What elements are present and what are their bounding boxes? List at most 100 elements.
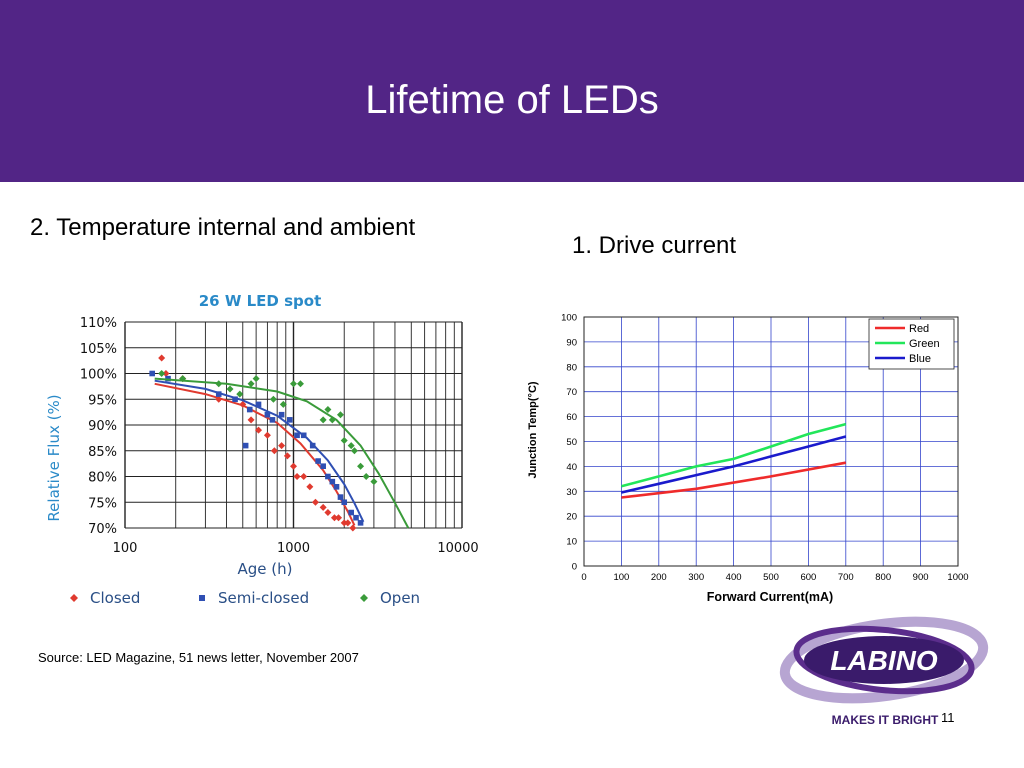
data-point-semi-closed [286,417,293,423]
data-point-open [269,395,277,403]
data-point-closed [283,452,291,460]
y-tick-label: 110% [80,316,117,331]
y-tick-label: 40 [566,462,577,473]
x-tick-label: 100 [113,541,138,556]
legend-marker [360,594,368,602]
fit-curve-open [154,377,410,529]
data-point-open [215,380,223,388]
x-tick-label: 800 [875,572,891,583]
right-heading: 1. Drive current [572,232,737,259]
chart-title: 26 W LED spot [199,292,321,310]
data-point-open [357,462,365,470]
data-point-semi-closed [341,499,348,506]
y-tick-label: 90% [88,419,117,434]
data-point-open [158,370,166,377]
data-point-closed [162,370,170,377]
data-point-open [226,385,234,393]
data-point-semi-closed [320,463,326,469]
x-tick-label: 1000 [277,541,310,556]
x-tick-label: 100 [613,572,629,583]
data-point-semi-closed [348,509,354,516]
data-point-semi-closed [325,473,331,480]
data-point-open [296,380,304,388]
series-line-green [621,422,847,488]
y-tick-label: 50 [566,437,577,448]
y-tick-label: 75% [88,496,117,511]
plot-frame [583,316,959,567]
source-note: Source: LED Magazine, 51 news letter, No… [38,650,359,665]
y-tick-label: 100% [80,368,117,383]
data-point-open [236,390,244,398]
data-point-closed [239,400,247,408]
data-point-semi-closed [315,458,321,464]
data-point-open [324,406,332,414]
title-bar [0,0,1024,182]
data-point-closed [278,442,286,450]
y-tick-label: 0 [572,562,577,573]
data-point-semi-closed [294,432,300,439]
y-tick-label: 60 [566,412,577,423]
y-tick-label: 70 [566,387,577,398]
y-tick-label: 70% [88,522,117,537]
y-tick-label: 100 [561,313,577,324]
slide-title: Lifetime of LEDs [365,78,659,122]
data-point-closed [335,514,343,522]
data-point-closed [270,447,278,455]
data-point-closed [247,416,255,424]
x-tick-label: 1000 [947,572,968,583]
data-point-semi-closed [246,406,253,413]
data-point-closed [158,354,166,362]
data-point-semi-closed [278,411,285,418]
data-point-open [179,375,187,383]
x-tick-label: 300 [688,572,704,583]
data-point-semi-closed [353,514,359,521]
logo-swirl-outer [779,616,989,704]
data-point-semi-closed [337,494,344,500]
y-tick-label: 80 [566,362,577,373]
data-point-closed [330,514,338,522]
y-tick-label: 80% [88,471,117,486]
x-tick-label: 900 [913,572,929,583]
data-point-closed [324,509,332,517]
page-number: 11 [941,710,955,725]
series-line-red [621,461,847,499]
data-point-open [247,380,255,388]
data-point-closed [311,498,319,506]
y-axis-label: Junction Temp(°C) [527,381,539,478]
data-point-open [362,473,370,480]
data-point-closed [306,483,314,491]
data-point-closed [349,524,357,532]
x-tick-label: 600 [800,572,816,583]
data-point-closed [293,473,301,480]
data-point-semi-closed [300,432,307,439]
x-tick-label: 0 [581,572,586,583]
data-point-semi-closed [333,484,340,490]
legend-marker [199,595,205,601]
data-point-semi-closed [232,396,238,403]
data-point-semi-closed [269,417,276,423]
x-axis-label: Forward Current(mA) [707,590,833,604]
logo-oval [804,636,964,684]
legend-label: Semi-closed [218,589,309,607]
data-point-open [350,447,358,455]
data-point-semi-closed [357,520,364,526]
x-tick-label: 500 [763,572,779,583]
data-point-semi-closed [255,401,262,408]
x-tick-label: 400 [726,572,742,583]
data-point-open [328,416,336,424]
legend-label: Open [380,589,420,607]
y-tick-label: 95% [88,393,117,408]
data-point-open [340,436,348,444]
x-axis-label: Age (h) [238,560,293,578]
logo-swirl-inner [793,625,975,695]
data-point-semi-closed [329,478,336,485]
data-point-semi-closed [149,370,155,377]
x-tick-label: 700 [838,572,854,583]
data-point-semi-closed [215,391,222,397]
left-heading: 2. Temperature internal and ambient [30,214,416,241]
legend-label: Closed [90,589,140,607]
legend-label: Green [909,338,940,350]
y-tick-label: 105% [80,342,117,357]
